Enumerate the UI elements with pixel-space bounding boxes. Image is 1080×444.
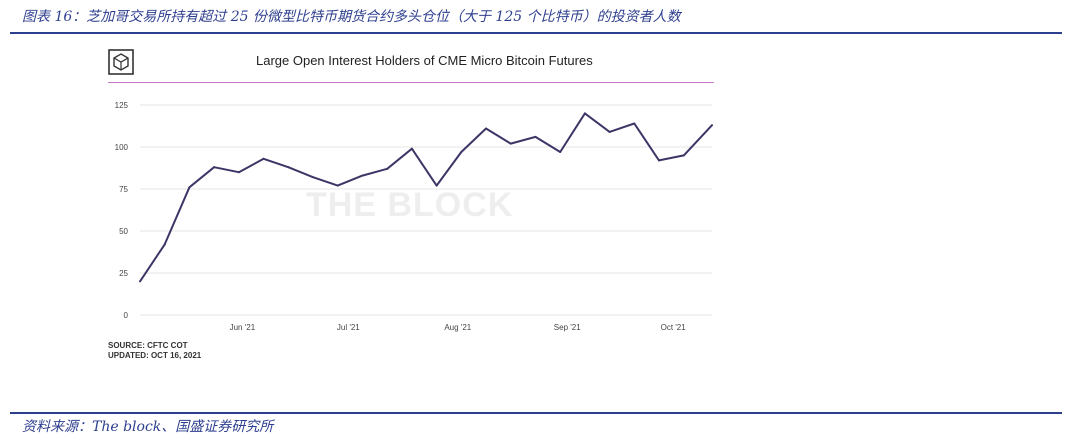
series-line-0: [139, 112, 713, 282]
data-point-2: [188, 186, 191, 189]
x-tick-label-1: Jul '21: [337, 323, 360, 332]
caption-divider: [10, 32, 1062, 34]
data-point-20: [633, 122, 636, 125]
data-point-14: [485, 127, 488, 130]
data-point-7: [312, 176, 315, 179]
data-point-23: [711, 124, 713, 127]
y-tick-label-50: 50: [119, 227, 128, 236]
x-tick-label-0: Jun '21: [230, 323, 256, 332]
chart-panel: Large Open Interest Holders of CME Micro…: [98, 40, 720, 370]
x-tick-label-4: Oct '21: [661, 323, 687, 332]
x-tick-label-2: Aug '21: [444, 323, 471, 332]
y-tick-label-125: 125: [115, 101, 129, 110]
data-point-22: [682, 154, 685, 157]
data-point-11: [410, 147, 413, 150]
data-point-15: [509, 142, 512, 145]
data-point-16: [534, 135, 537, 138]
y-tick-label-75: 75: [119, 185, 128, 194]
the-block-logo-icon: [108, 49, 134, 75]
data-point-4: [237, 171, 240, 174]
y-tick-label-100: 100: [115, 143, 129, 152]
data-point-21: [658, 159, 661, 162]
data-point-1: [163, 243, 166, 246]
data-point-9: [361, 174, 364, 177]
x-tick-label-3: Sep '21: [554, 323, 581, 332]
data-point-3: [213, 166, 216, 169]
data-point-6: [287, 166, 290, 169]
data-point-5: [262, 157, 265, 160]
chart-title: Large Open Interest Holders of CME Micro…: [256, 53, 593, 68]
figure-source-note: 资料来源：The block、国盛证券研究所: [22, 419, 274, 435]
title-divider: [108, 82, 714, 83]
footer-divider: [10, 412, 1062, 414]
source-label: SOURCE: CFTC COT: [108, 341, 188, 350]
updated-label: UPDATED: OCT 16, 2021: [108, 351, 202, 360]
data-point-0: [139, 280, 141, 283]
y-tick-label-0: 0: [124, 311, 129, 320]
data-point-18: [583, 112, 586, 115]
line-chart: 0 25 50 75 100 125 Jun '21 Jul '21 Aug '21 Sep '2…: [115, 101, 713, 332]
data-point-13: [460, 151, 463, 154]
data-point-19: [608, 130, 611, 133]
y-tick-label-25: 25: [119, 269, 128, 278]
data-point-17: [559, 151, 562, 154]
data-point-10: [386, 167, 389, 170]
data-point-12: [435, 184, 438, 187]
figure-caption: 图表 16：芝加哥交易所持有超过 25 份微型比特币期货合约多头仓位（大于 12…: [22, 9, 681, 25]
watermark: THE BLOCK: [306, 186, 514, 224]
data-point-8: [336, 184, 339, 187]
